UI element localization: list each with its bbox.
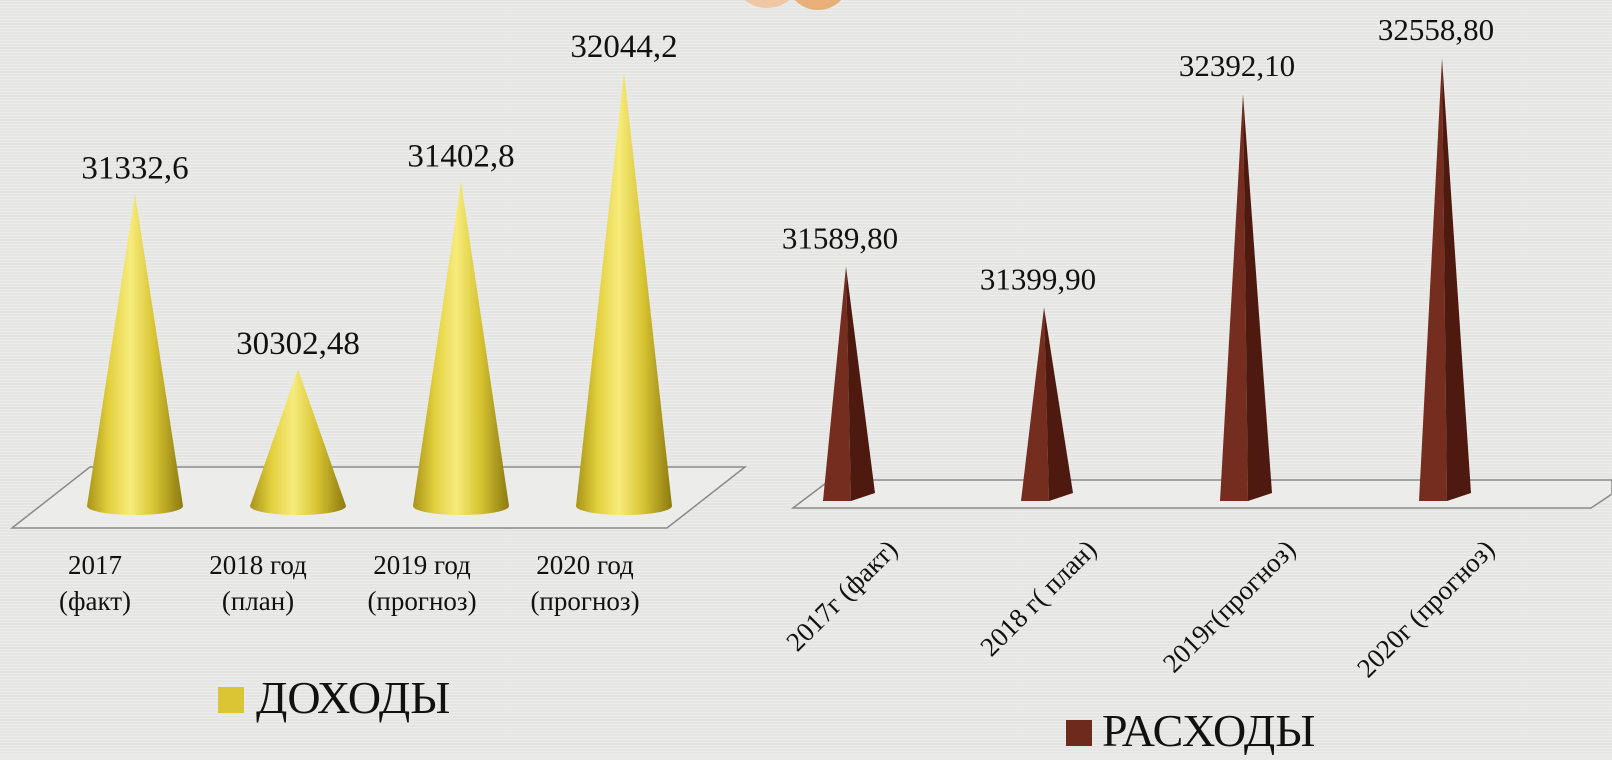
income-value-label: 31402,8 xyxy=(407,138,514,174)
expenses-pyramid-front xyxy=(823,266,851,501)
expenses-category-label: 2017г (факт) xyxy=(780,534,903,657)
expenses-value-label: 31589,80 xyxy=(782,221,898,256)
income-legend-swatch xyxy=(218,687,244,713)
expenses-pyramid-1 xyxy=(1021,307,1073,501)
expenses-pyramid-2 xyxy=(1220,93,1272,502)
income-category-label: 2019 год (прогноз) xyxy=(367,550,476,616)
expenses-chart-floor xyxy=(790,479,1612,509)
expenses-pyramid-side xyxy=(1243,93,1272,502)
income-chart-floor xyxy=(9,466,748,529)
expenses-pyramid-0 xyxy=(823,266,875,501)
income-category-label: 2017 (факт) xyxy=(59,550,131,616)
expenses-pyramid-side xyxy=(1044,307,1073,501)
income-cone-body xyxy=(413,181,509,515)
expenses-legend-label: РАСХОДЫ xyxy=(1102,705,1315,755)
income-chart: 31332,6 30302,48 31402,8 32044,2 2017 (факт) 2… xyxy=(9,29,748,723)
income-value-label: 32044,2 xyxy=(570,29,677,65)
income-cone-body xyxy=(250,369,346,515)
expenses-pyramid-front xyxy=(1220,93,1248,502)
income-cone-1 xyxy=(250,369,346,515)
expenses-category-label: 2020г (прогноз) xyxy=(1351,534,1500,683)
expenses-value-label: 32392,10 xyxy=(1179,48,1295,83)
expenses-category-label: 2018 г( план) xyxy=(974,534,1102,662)
expenses-pyramid-front xyxy=(1419,58,1447,501)
expenses-category-label: 2019г(прогноз) xyxy=(1157,534,1301,678)
expenses-chart: 31589,80 31399,90 32392,10 32558,80 2017г (ф… xyxy=(780,12,1612,756)
income-cone-0 xyxy=(87,193,183,515)
income-value-label: 30302,48 xyxy=(236,326,360,362)
expenses-legend: РАСХОДЫ xyxy=(1066,705,1315,756)
income-cone-3 xyxy=(576,72,672,515)
decorative-circles xyxy=(744,0,842,10)
income-legend-label: ДОХОДЫ xyxy=(256,672,450,723)
income-category-label: 2018 год (план) xyxy=(209,550,307,616)
expenses-pyramid-3 xyxy=(1419,58,1471,501)
income-value-label: 31332,6 xyxy=(81,150,188,186)
income-cone-2 xyxy=(413,181,509,515)
income-category-label: 2020 год (прогноз) xyxy=(530,550,639,616)
expenses-pyramid-front xyxy=(1021,307,1049,501)
expenses-value-label: 32558,80 xyxy=(1378,12,1494,47)
income-cone-body xyxy=(87,193,183,515)
expenses-pyramid-side xyxy=(846,266,875,501)
income-cone-body xyxy=(576,72,672,515)
expenses-pyramid-side xyxy=(1442,58,1471,501)
expenses-legend-swatch xyxy=(1066,720,1092,746)
expenses-value-label: 31399,90 xyxy=(980,261,1096,296)
income-legend: ДОХОДЫ xyxy=(218,672,450,723)
